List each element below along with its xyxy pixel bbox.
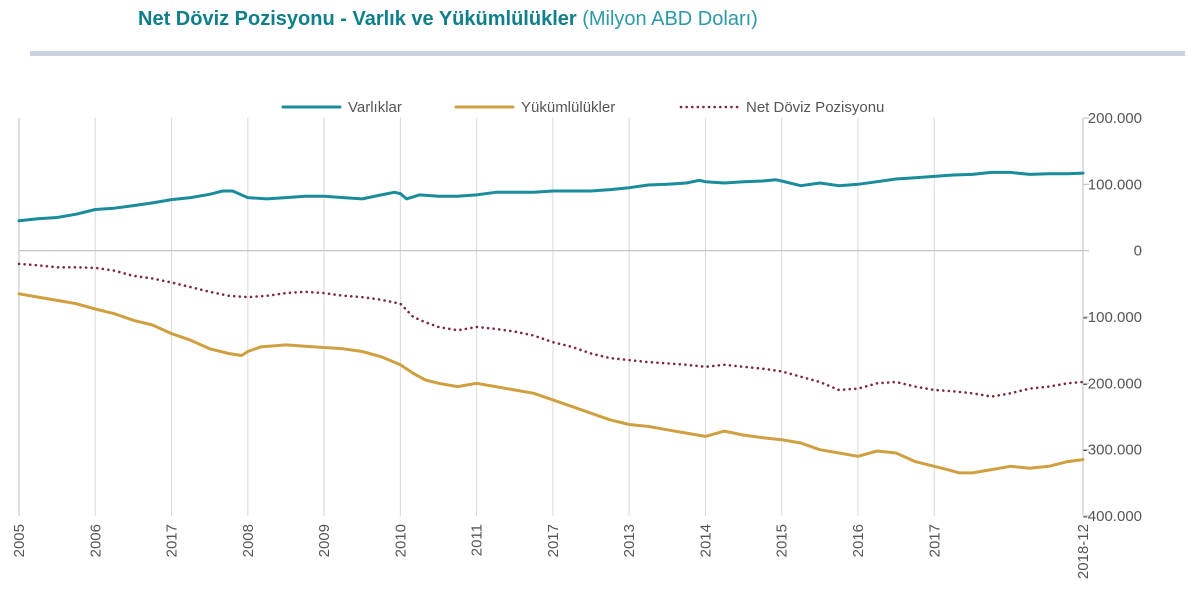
x-tick-label: 2010 (392, 524, 409, 557)
x-tick-label: 2017 (164, 524, 181, 557)
legend-net-doviz-label: Net Döviz Pozisyonu (746, 99, 884, 116)
series-varliklar (17, 170, 1085, 223)
x-tick-label: 2011 (469, 524, 486, 556)
series-net-doviz (17, 262, 1085, 398)
y-tick-label: -400.000 (1083, 508, 1142, 525)
x-tick-label: 2014 (697, 524, 714, 557)
chart-unit: (Milyon ABD Doları) (582, 8, 758, 30)
y-tick-label: 200.000 (1088, 110, 1142, 127)
chart-title: Net Döviz Pozisyonu - Varlık ve Yükümlül… (138, 8, 758, 31)
axis-layer: 2005 2006 2017 2008 2009 2010 2011 2017 2013 2014… (11, 110, 1142, 579)
x-tick-label: 2013 (621, 524, 638, 557)
y-tick-label: -300.000 (1083, 442, 1142, 459)
x-tick-label: 2009 (316, 524, 333, 557)
y-tick-label: -100.000 (1083, 309, 1142, 326)
series-layer (17, 170, 1085, 475)
series-yukumlulukler (17, 292, 1085, 475)
x-tick-label: 2006 (87, 524, 104, 557)
legend: Varlıklar Yükümlülükler Net Döviz Pozisyon… (281, 99, 884, 116)
y-tick-label: 100.000 (1088, 176, 1142, 193)
x-tick-label: 2008 (240, 524, 257, 557)
x-tick-label: 2015 (774, 524, 791, 557)
x-tick-label: 2017 (545, 524, 562, 557)
y-tick-label: 0 (1134, 243, 1142, 260)
legend-varliklar-label: Varlıklar (348, 99, 402, 116)
title-divider (30, 51, 1185, 56)
x-tick-label: 2016 (850, 524, 867, 557)
x-tick-label: 2017 (926, 524, 943, 557)
chart-title-main: Net Döviz Pozisyonu - Varlık ve Yükümlül… (138, 8, 577, 30)
legend-yukumlulukler-label: Yükümlülükler (521, 99, 615, 116)
x-tick-label: 2005 (11, 524, 28, 557)
y-tick-label: -200.000 (1083, 375, 1142, 392)
x-tick-label: 2018-12 (1075, 524, 1092, 579)
